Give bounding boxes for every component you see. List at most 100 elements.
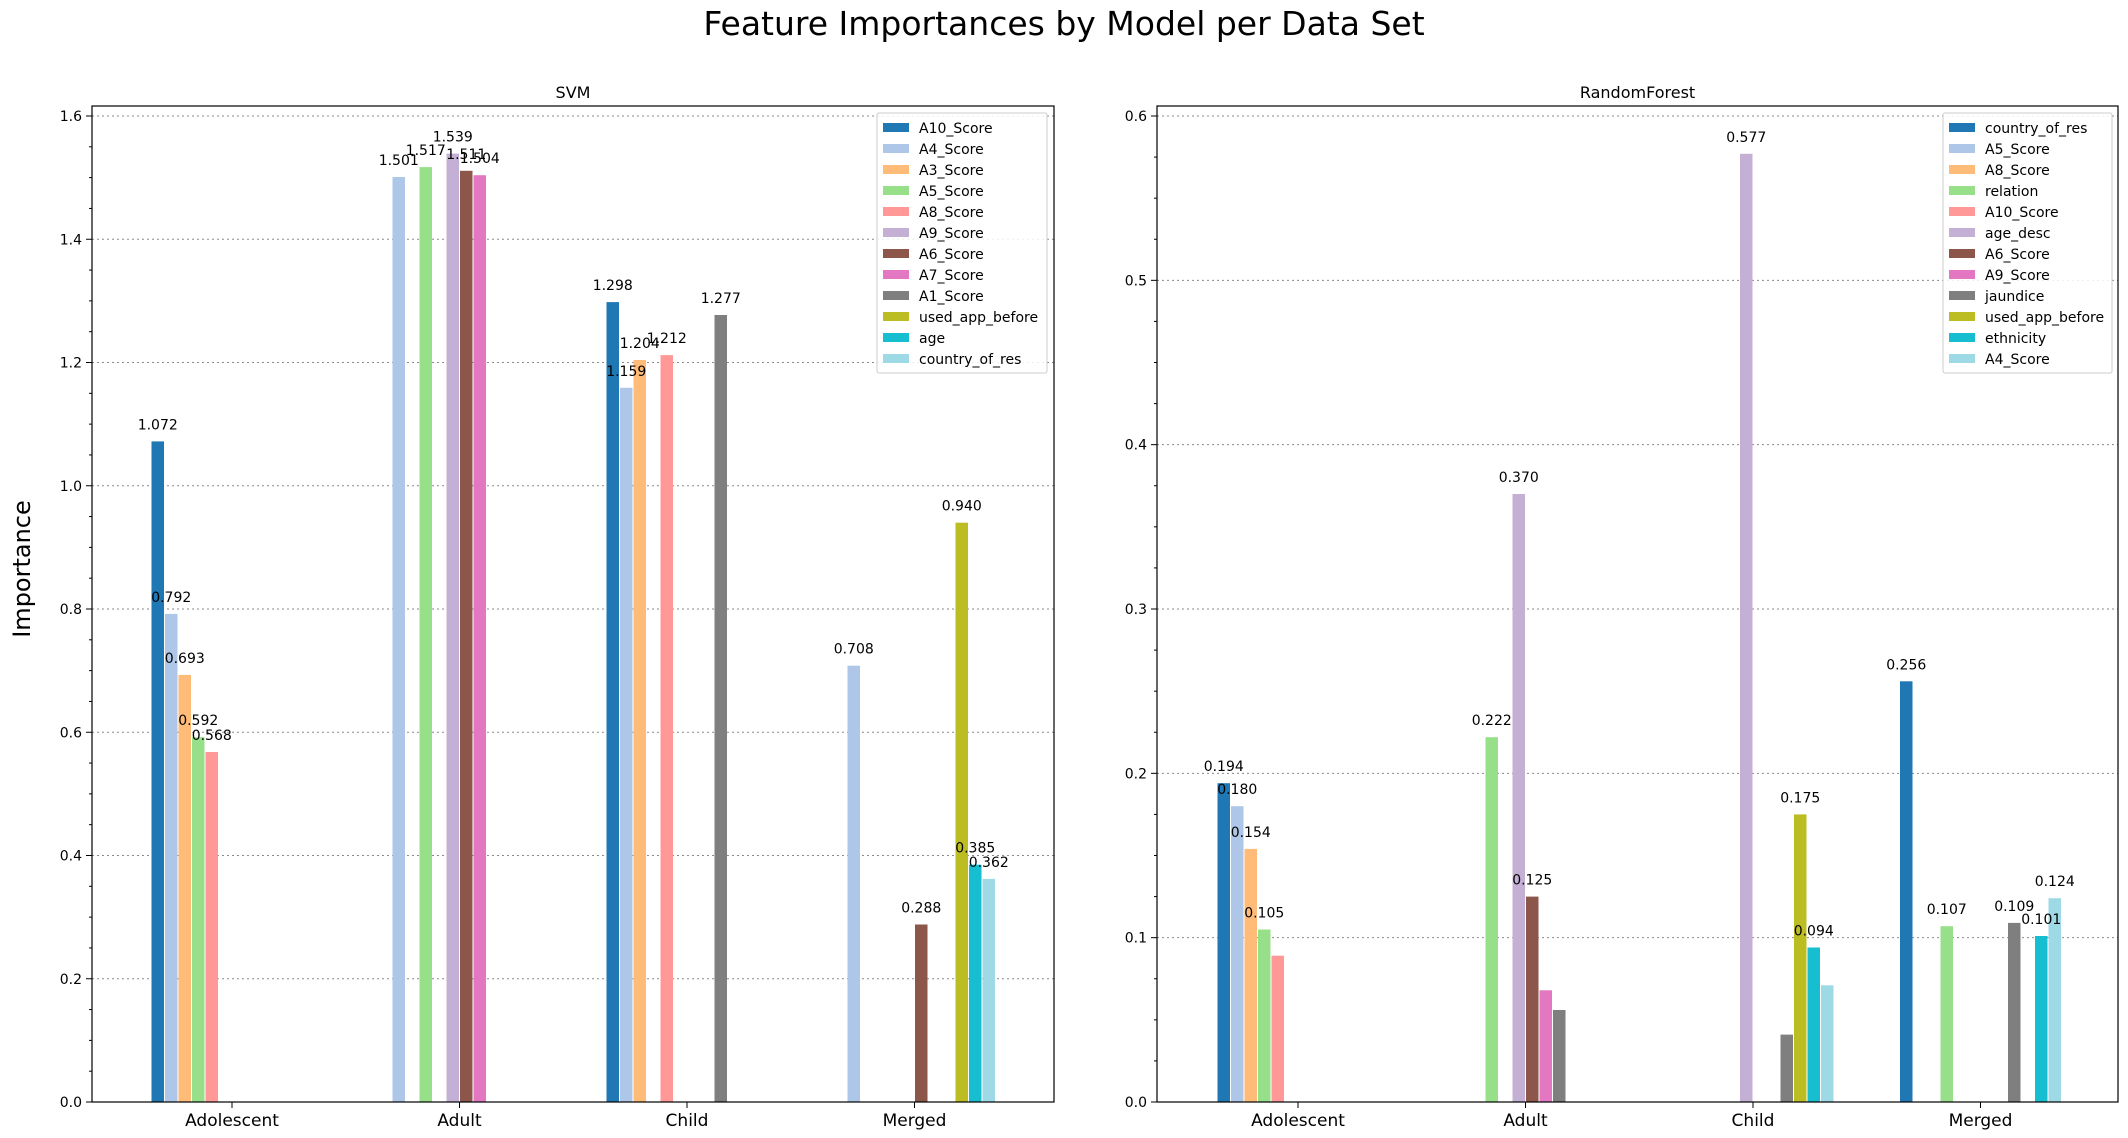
data-label: 0.094: [1794, 924, 1834, 940]
data-label: 0.124: [2035, 874, 2075, 890]
panel-title: RandomForest: [1580, 83, 1695, 102]
y-tick-label: 0.2: [1125, 766, 1147, 782]
legend-swatch: [1949, 312, 1975, 321]
legend-swatch: [1949, 144, 1975, 153]
y-tick-label: 0.4: [60, 849, 82, 865]
bar-ethnicity-Merged: [2035, 936, 2048, 1102]
data-label: 0.154: [1231, 825, 1271, 841]
legend-label: used_app_before: [919, 310, 1038, 326]
data-label: 1.504: [460, 151, 500, 167]
bar-A4_Score-Adolescent: [165, 613, 178, 1102]
y-tick-label: 0.6: [1125, 109, 1147, 125]
legend-swatch: [883, 270, 909, 279]
data-label: 0.107: [1927, 902, 1967, 918]
bar-A8_Score-Adolescent: [205, 752, 218, 1102]
bar-A5_Score-Adult: [419, 167, 432, 1103]
legend-label: country_of_res: [1985, 121, 2087, 137]
x-tick-label: Adult: [1503, 1111, 1548, 1131]
bar-A5_Score-Adolescent: [1231, 806, 1244, 1102]
bar-jaundice-Child: [1780, 1034, 1793, 1102]
data-label: 0.109: [1994, 899, 2034, 915]
y-tick-label: 0.2: [60, 972, 82, 988]
legend-swatch: [883, 144, 909, 153]
legend: country_of_res A5_Score A8_Score relation A1…: [1942, 112, 2113, 374]
bar-country_of_res-Adolescent: [1217, 783, 1230, 1102]
y-tick-label: 0.5: [1125, 273, 1147, 289]
data-label: 0.222: [1472, 713, 1512, 729]
x-tick-label: Adolescent: [1251, 1111, 1345, 1131]
data-label: 0.592: [178, 713, 218, 729]
bar-A7_Score-Adult: [473, 175, 486, 1102]
bar-jaundice-Merged: [2008, 922, 2021, 1102]
x-tick-label: Adult: [437, 1111, 482, 1131]
data-label: 0.175: [1780, 790, 1820, 806]
data-label: 0.256: [1886, 657, 1926, 673]
legend-swatch: [883, 228, 909, 237]
bar-used_app_before-Child: [1794, 814, 1807, 1102]
legend-label: age: [919, 331, 945, 347]
chart-panel-0: 0.0 0.2 0.4 0.6 0.8 1.0 1.2 1.4 1.6 Adolescent Adu…: [60, 83, 1055, 1131]
legend-label: A3_Score: [919, 163, 984, 179]
bar-A5_Score-Adolescent: [192, 737, 205, 1102]
legend-swatch: [1949, 123, 1975, 132]
data-label: 1.212: [647, 331, 687, 347]
bar-A6_Score-Adult: [1526, 896, 1539, 1102]
legend-label: A1_Score: [919, 289, 984, 305]
y-tick-label: 1.4: [60, 232, 82, 248]
data-label: 1.277: [701, 291, 741, 307]
legend-swatch: [1949, 186, 1975, 195]
y-tick-label: 1.0: [60, 479, 82, 495]
chart-panel-1: 0.0 0.1 0.2 0.3 0.4 0.5 0.6 Adolescent Adult Chil…: [1125, 83, 2119, 1131]
legend-swatch: [883, 291, 909, 300]
legend-swatch: [1949, 228, 1975, 237]
y-tick-label: 1.6: [60, 109, 82, 125]
data-label: 0.708: [834, 642, 874, 658]
data-label: 0.385: [955, 841, 995, 857]
legend-label: A6_Score: [919, 247, 984, 263]
legend-swatch: [883, 165, 909, 174]
y-tick-label: 0.3: [1125, 602, 1147, 618]
data-label: 0.194: [1204, 759, 1244, 775]
legend-label: A9_Score: [1985, 268, 2050, 284]
bar-relation-Adolescent: [1258, 929, 1271, 1102]
legend-label: A4_Score: [919, 142, 984, 158]
panel-title: SVM: [556, 83, 591, 102]
x-tick-label: Merged: [1949, 1111, 2013, 1131]
legend-label: country_of_res: [919, 352, 1021, 368]
y-tick-label: 0.6: [60, 725, 82, 741]
data-label: 1.204: [620, 336, 660, 352]
bar-relation-Merged: [1940, 926, 1953, 1102]
axes-frame: [91, 105, 1055, 1103]
data-label: 0.940: [942, 499, 982, 515]
data-label: 0.792: [151, 590, 191, 606]
legend-label: A5_Score: [1985, 142, 2050, 158]
figure-title: Feature Importances by Model per Data Se…: [703, 4, 1425, 43]
data-label: 1.072: [138, 417, 178, 433]
legend-swatch: [1949, 249, 1975, 258]
data-label: 0.568: [192, 728, 232, 744]
legend-box: [876, 112, 1048, 374]
legend-swatch: [883, 186, 909, 195]
bar-A9_Score-Adult: [1539, 990, 1552, 1102]
bar-A10_Score-Adolescent: [1271, 955, 1284, 1102]
bar-A6_Score-Adult: [460, 170, 473, 1103]
bar-A9_Score-Adult: [446, 153, 459, 1103]
legend-swatch: [883, 312, 909, 321]
legend-label: A4_Score: [1985, 352, 2050, 368]
legend-swatch: [883, 249, 909, 258]
legend-label: A6_Score: [1985, 247, 2050, 263]
data-label: 1.159: [606, 364, 646, 380]
data-label: 0.370: [1499, 470, 1539, 486]
legend-swatch: [1949, 207, 1975, 216]
x-tick-label: Child: [1732, 1111, 1775, 1131]
legend-swatch: [883, 207, 909, 216]
bar-ethnicity-Child: [1807, 947, 1820, 1102]
legend-swatch: [883, 333, 909, 342]
legend: A10_Score A4_Score A3_Score A5_Score A8_Scor…: [876, 112, 1048, 374]
data-label: 0.577: [1726, 130, 1766, 146]
bar-A3_Score-Child: [633, 360, 646, 1102]
legend-swatch: [1949, 354, 1975, 363]
data-label: 1.298: [593, 278, 633, 294]
bar-A4_Score-Child: [620, 387, 633, 1102]
